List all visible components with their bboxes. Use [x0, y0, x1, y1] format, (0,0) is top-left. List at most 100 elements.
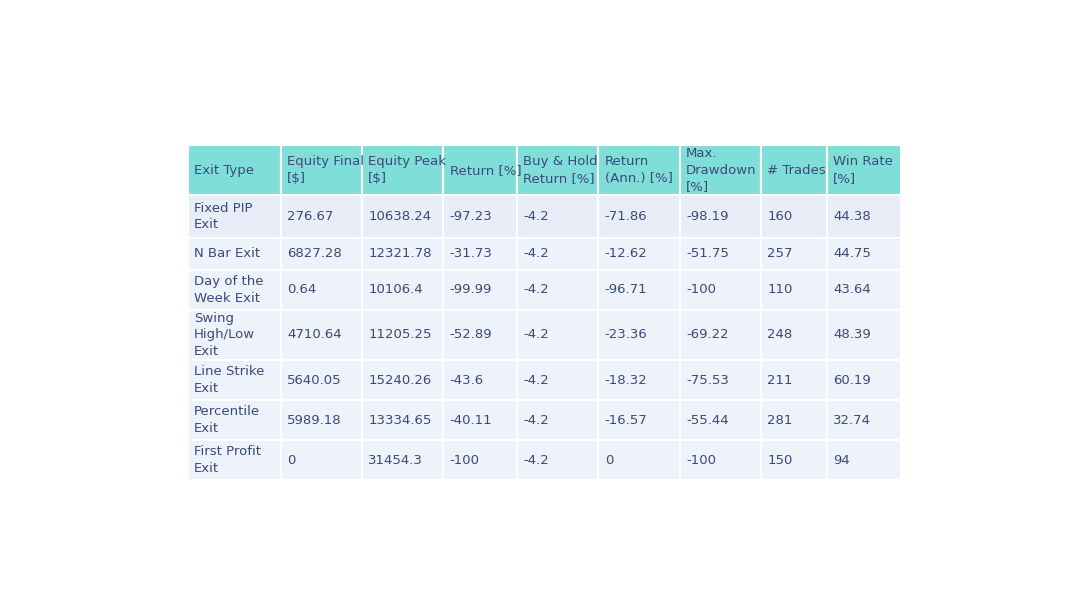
- Bar: [761, 145, 827, 195]
- Bar: [761, 360, 827, 400]
- Text: -99.99: -99.99: [449, 283, 492, 296]
- Text: 211: 211: [768, 373, 793, 386]
- Bar: [761, 270, 827, 310]
- Bar: [761, 440, 827, 480]
- Bar: [827, 145, 901, 195]
- Bar: [598, 238, 679, 270]
- Bar: [281, 145, 362, 195]
- Text: -4.2: -4.2: [524, 210, 549, 223]
- Bar: [598, 360, 679, 400]
- Bar: [444, 238, 517, 270]
- Text: 31454.3: 31454.3: [368, 454, 423, 467]
- Bar: [188, 310, 281, 360]
- Bar: [517, 145, 598, 195]
- Bar: [444, 270, 517, 310]
- Bar: [761, 310, 827, 360]
- Bar: [362, 400, 444, 440]
- Bar: [598, 270, 679, 310]
- Text: -100: -100: [449, 454, 480, 467]
- Bar: [761, 238, 827, 270]
- Bar: [444, 310, 517, 360]
- Text: Buy & Hold
Return [%]: Buy & Hold Return [%]: [524, 155, 598, 185]
- Bar: [598, 440, 679, 480]
- Bar: [281, 238, 362, 270]
- Text: -100: -100: [686, 454, 716, 467]
- Text: 160: 160: [768, 210, 793, 223]
- Bar: [598, 145, 679, 195]
- Text: 0: 0: [605, 454, 613, 467]
- Text: 94: 94: [834, 454, 850, 467]
- Text: -40.11: -40.11: [449, 413, 492, 427]
- Bar: [517, 440, 598, 480]
- Text: -4.2: -4.2: [524, 328, 549, 341]
- Bar: [362, 360, 444, 400]
- Text: -69.22: -69.22: [686, 328, 729, 341]
- Bar: [362, 238, 444, 270]
- Text: N Bar Exit: N Bar Exit: [194, 247, 260, 260]
- Text: Max.
Drawdown
[%]: Max. Drawdown [%]: [686, 147, 757, 193]
- Text: -100: -100: [686, 283, 716, 296]
- Text: 0: 0: [287, 454, 295, 467]
- Text: -16.57: -16.57: [605, 413, 647, 427]
- Bar: [362, 270, 444, 310]
- Bar: [517, 360, 598, 400]
- Text: -4.2: -4.2: [524, 247, 549, 260]
- Bar: [188, 195, 281, 238]
- Text: 0.64: 0.64: [287, 283, 316, 296]
- Bar: [827, 440, 901, 480]
- Text: 281: 281: [768, 413, 793, 427]
- Text: Swing
High/Low
Exit: Swing High/Low Exit: [194, 312, 255, 358]
- Text: -4.2: -4.2: [524, 373, 549, 386]
- Text: -51.75: -51.75: [686, 247, 729, 260]
- Text: 48.39: 48.39: [834, 328, 872, 341]
- Bar: [362, 145, 444, 195]
- Bar: [517, 238, 598, 270]
- Text: 110: 110: [768, 283, 793, 296]
- Bar: [444, 195, 517, 238]
- Text: 257: 257: [768, 247, 793, 260]
- Bar: [362, 440, 444, 480]
- Text: 15240.26: 15240.26: [368, 373, 432, 386]
- Text: Return [%]: Return [%]: [449, 164, 522, 176]
- Bar: [827, 195, 901, 238]
- Text: Fixed PIP
Exit: Fixed PIP Exit: [194, 202, 253, 231]
- Text: -96.71: -96.71: [605, 283, 647, 296]
- Bar: [598, 195, 679, 238]
- Bar: [827, 400, 901, 440]
- Bar: [679, 238, 761, 270]
- Text: 6827.28: 6827.28: [287, 247, 341, 260]
- Text: 44.38: 44.38: [834, 210, 872, 223]
- Text: 276.67: 276.67: [287, 210, 334, 223]
- Text: First Profit
Exit: First Profit Exit: [194, 445, 261, 475]
- Bar: [281, 440, 362, 480]
- Bar: [444, 145, 517, 195]
- Text: Win Rate
[%]: Win Rate [%]: [834, 155, 893, 185]
- Text: Day of the
Week Exit: Day of the Week Exit: [194, 275, 264, 305]
- Bar: [188, 238, 281, 270]
- Text: -18.32: -18.32: [605, 373, 647, 386]
- Text: Line Strike
Exit: Line Strike Exit: [194, 365, 265, 395]
- Bar: [188, 270, 281, 310]
- Bar: [444, 360, 517, 400]
- Text: -71.86: -71.86: [605, 210, 647, 223]
- Text: Return
(Ann.) [%]: Return (Ann.) [%]: [605, 155, 673, 185]
- Text: -4.2: -4.2: [524, 413, 549, 427]
- Bar: [281, 270, 362, 310]
- Text: 13334.65: 13334.65: [368, 413, 432, 427]
- Text: -43.6: -43.6: [449, 373, 484, 386]
- Text: 150: 150: [768, 454, 793, 467]
- Text: 44.75: 44.75: [834, 247, 872, 260]
- Text: 32.74: 32.74: [834, 413, 872, 427]
- Bar: [827, 360, 901, 400]
- Bar: [679, 440, 761, 480]
- Bar: [362, 310, 444, 360]
- Text: -55.44: -55.44: [686, 413, 729, 427]
- Bar: [679, 195, 761, 238]
- Bar: [281, 400, 362, 440]
- Bar: [517, 400, 598, 440]
- Bar: [444, 440, 517, 480]
- Text: Exit Type: Exit Type: [194, 164, 254, 176]
- Text: 4710.64: 4710.64: [287, 328, 341, 341]
- Text: -12.62: -12.62: [605, 247, 647, 260]
- Text: -23.36: -23.36: [605, 328, 647, 341]
